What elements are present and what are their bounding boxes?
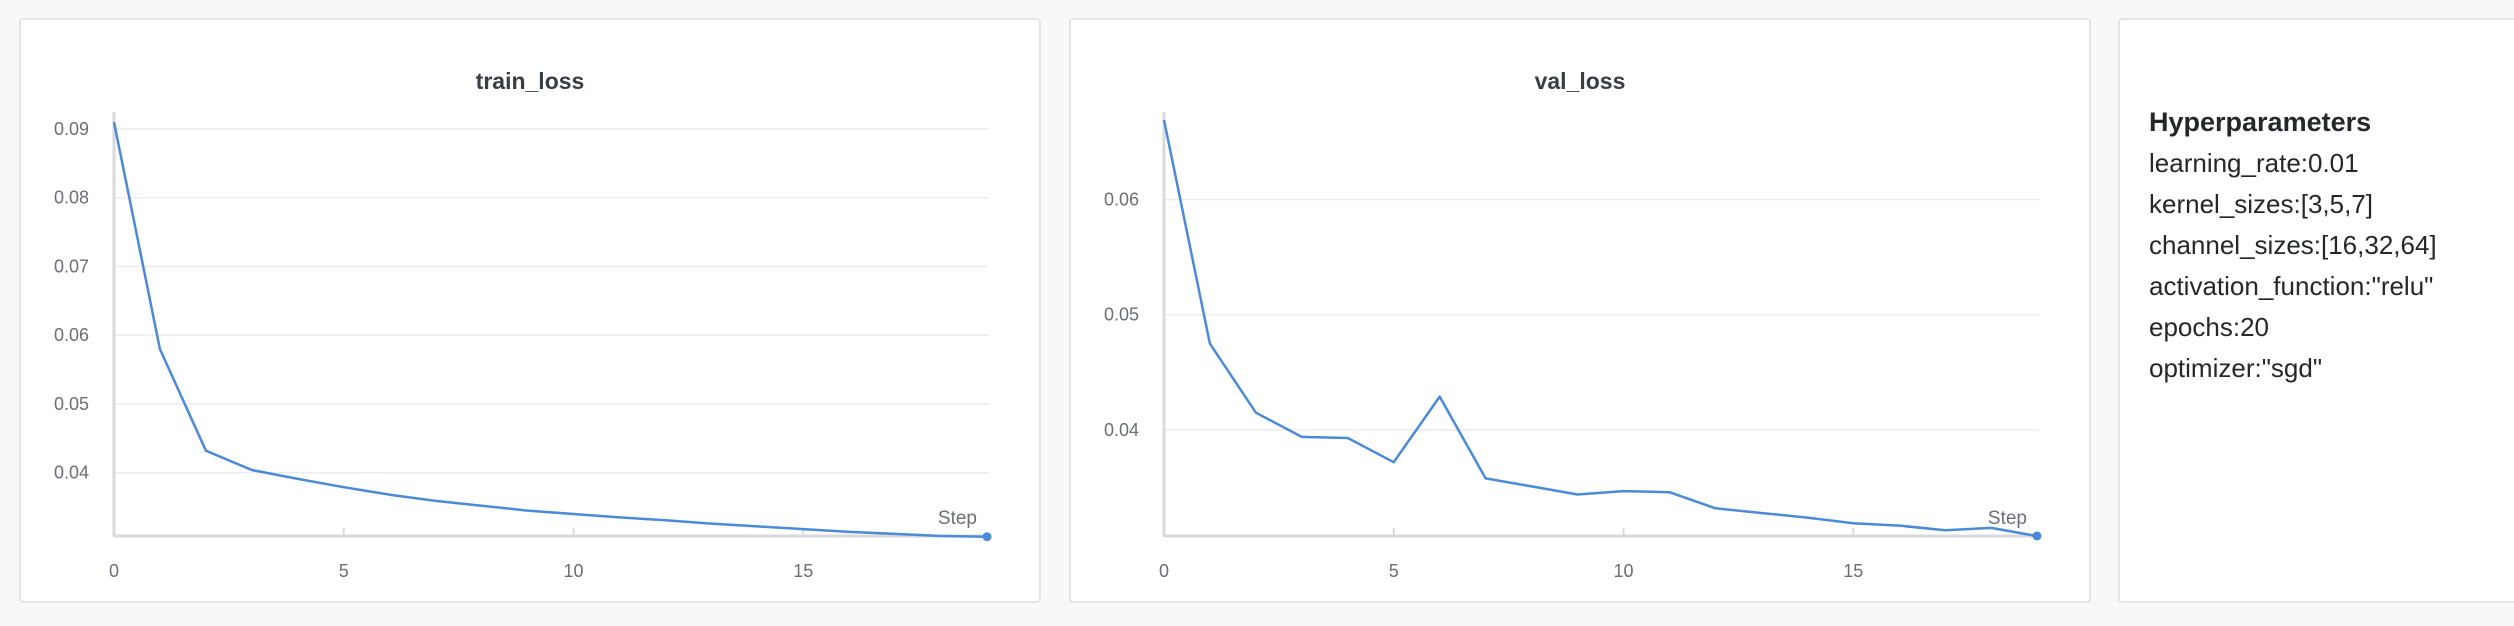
y-tick-label: 0.05	[1104, 305, 1139, 325]
train-loss-panel: train_loss 0.04 0.05 0.06 0.07 0.08 0.09 0 5 10 1…	[19, 18, 1041, 603]
x-tick-label: 10	[563, 561, 583, 581]
chart-title: train_loss	[475, 68, 585, 94]
x-tick-label: 5	[339, 561, 349, 581]
hyperparameter-item: kernel_sizes:[3,5,7]	[2149, 189, 2374, 219]
hyperparameter-item: learning_rate:0.01	[2149, 148, 2359, 178]
val-loss-panel: val_loss 0.04 0.05 0.06 0 5 10 15 Step	[1069, 18, 2091, 603]
x-axis-label: Step	[938, 508, 977, 529]
hyperparameters-panel: Hyperparameters learning_rate:0.01 kerne…	[2118, 18, 2514, 603]
y-tick-label: 0.09	[54, 119, 89, 139]
last-point-marker	[982, 532, 992, 542]
hyperparameter-item: channel_sizes:[16,32,64]	[2149, 230, 2437, 260]
hyperparameters-list: Hyperparameters learning_rate:0.01 kerne…	[2149, 102, 2437, 389]
y-tick-label: 0.05	[54, 394, 89, 414]
x-tick-label: 15	[793, 561, 813, 581]
x-tick-label: 0	[109, 561, 119, 581]
val-loss-chart: 0.04 0.05 0.06 0 5 10 15 Step	[1104, 112, 2042, 581]
y-tick-label: 0.04	[1104, 420, 1139, 440]
series-line	[1162, 119, 2038, 538]
x-axis-label: Step	[1988, 508, 2027, 529]
y-tick-label: 0.07	[54, 256, 89, 276]
x-tick-label: 10	[1613, 561, 1633, 581]
y-tick-label: 0.04	[54, 463, 89, 483]
x-tick-label: 15	[1843, 561, 1863, 581]
chart-title: val_loss	[1534, 68, 1626, 94]
hyperparameter-item: epochs:20	[2149, 312, 2269, 342]
train-loss-chart: 0.04 0.05 0.06 0.07 0.08 0.09 0 5 10 15 Step	[54, 112, 992, 581]
y-tick-label: 0.08	[54, 188, 89, 208]
hyperparameter-item: optimizer:"sgd"	[2149, 353, 2323, 383]
x-tick-label: 5	[1389, 561, 1399, 581]
series-line	[112, 121, 988, 538]
y-tick-label: 0.06	[54, 325, 89, 345]
hyperparameters-title: Hyperparameters	[2149, 107, 2372, 137]
last-point-marker	[2032, 531, 2042, 541]
y-tick-label: 0.06	[1104, 190, 1139, 210]
x-tick-label: 0	[1159, 561, 1169, 581]
hyperparameter-item: activation_function:"relu"	[2149, 271, 2434, 301]
